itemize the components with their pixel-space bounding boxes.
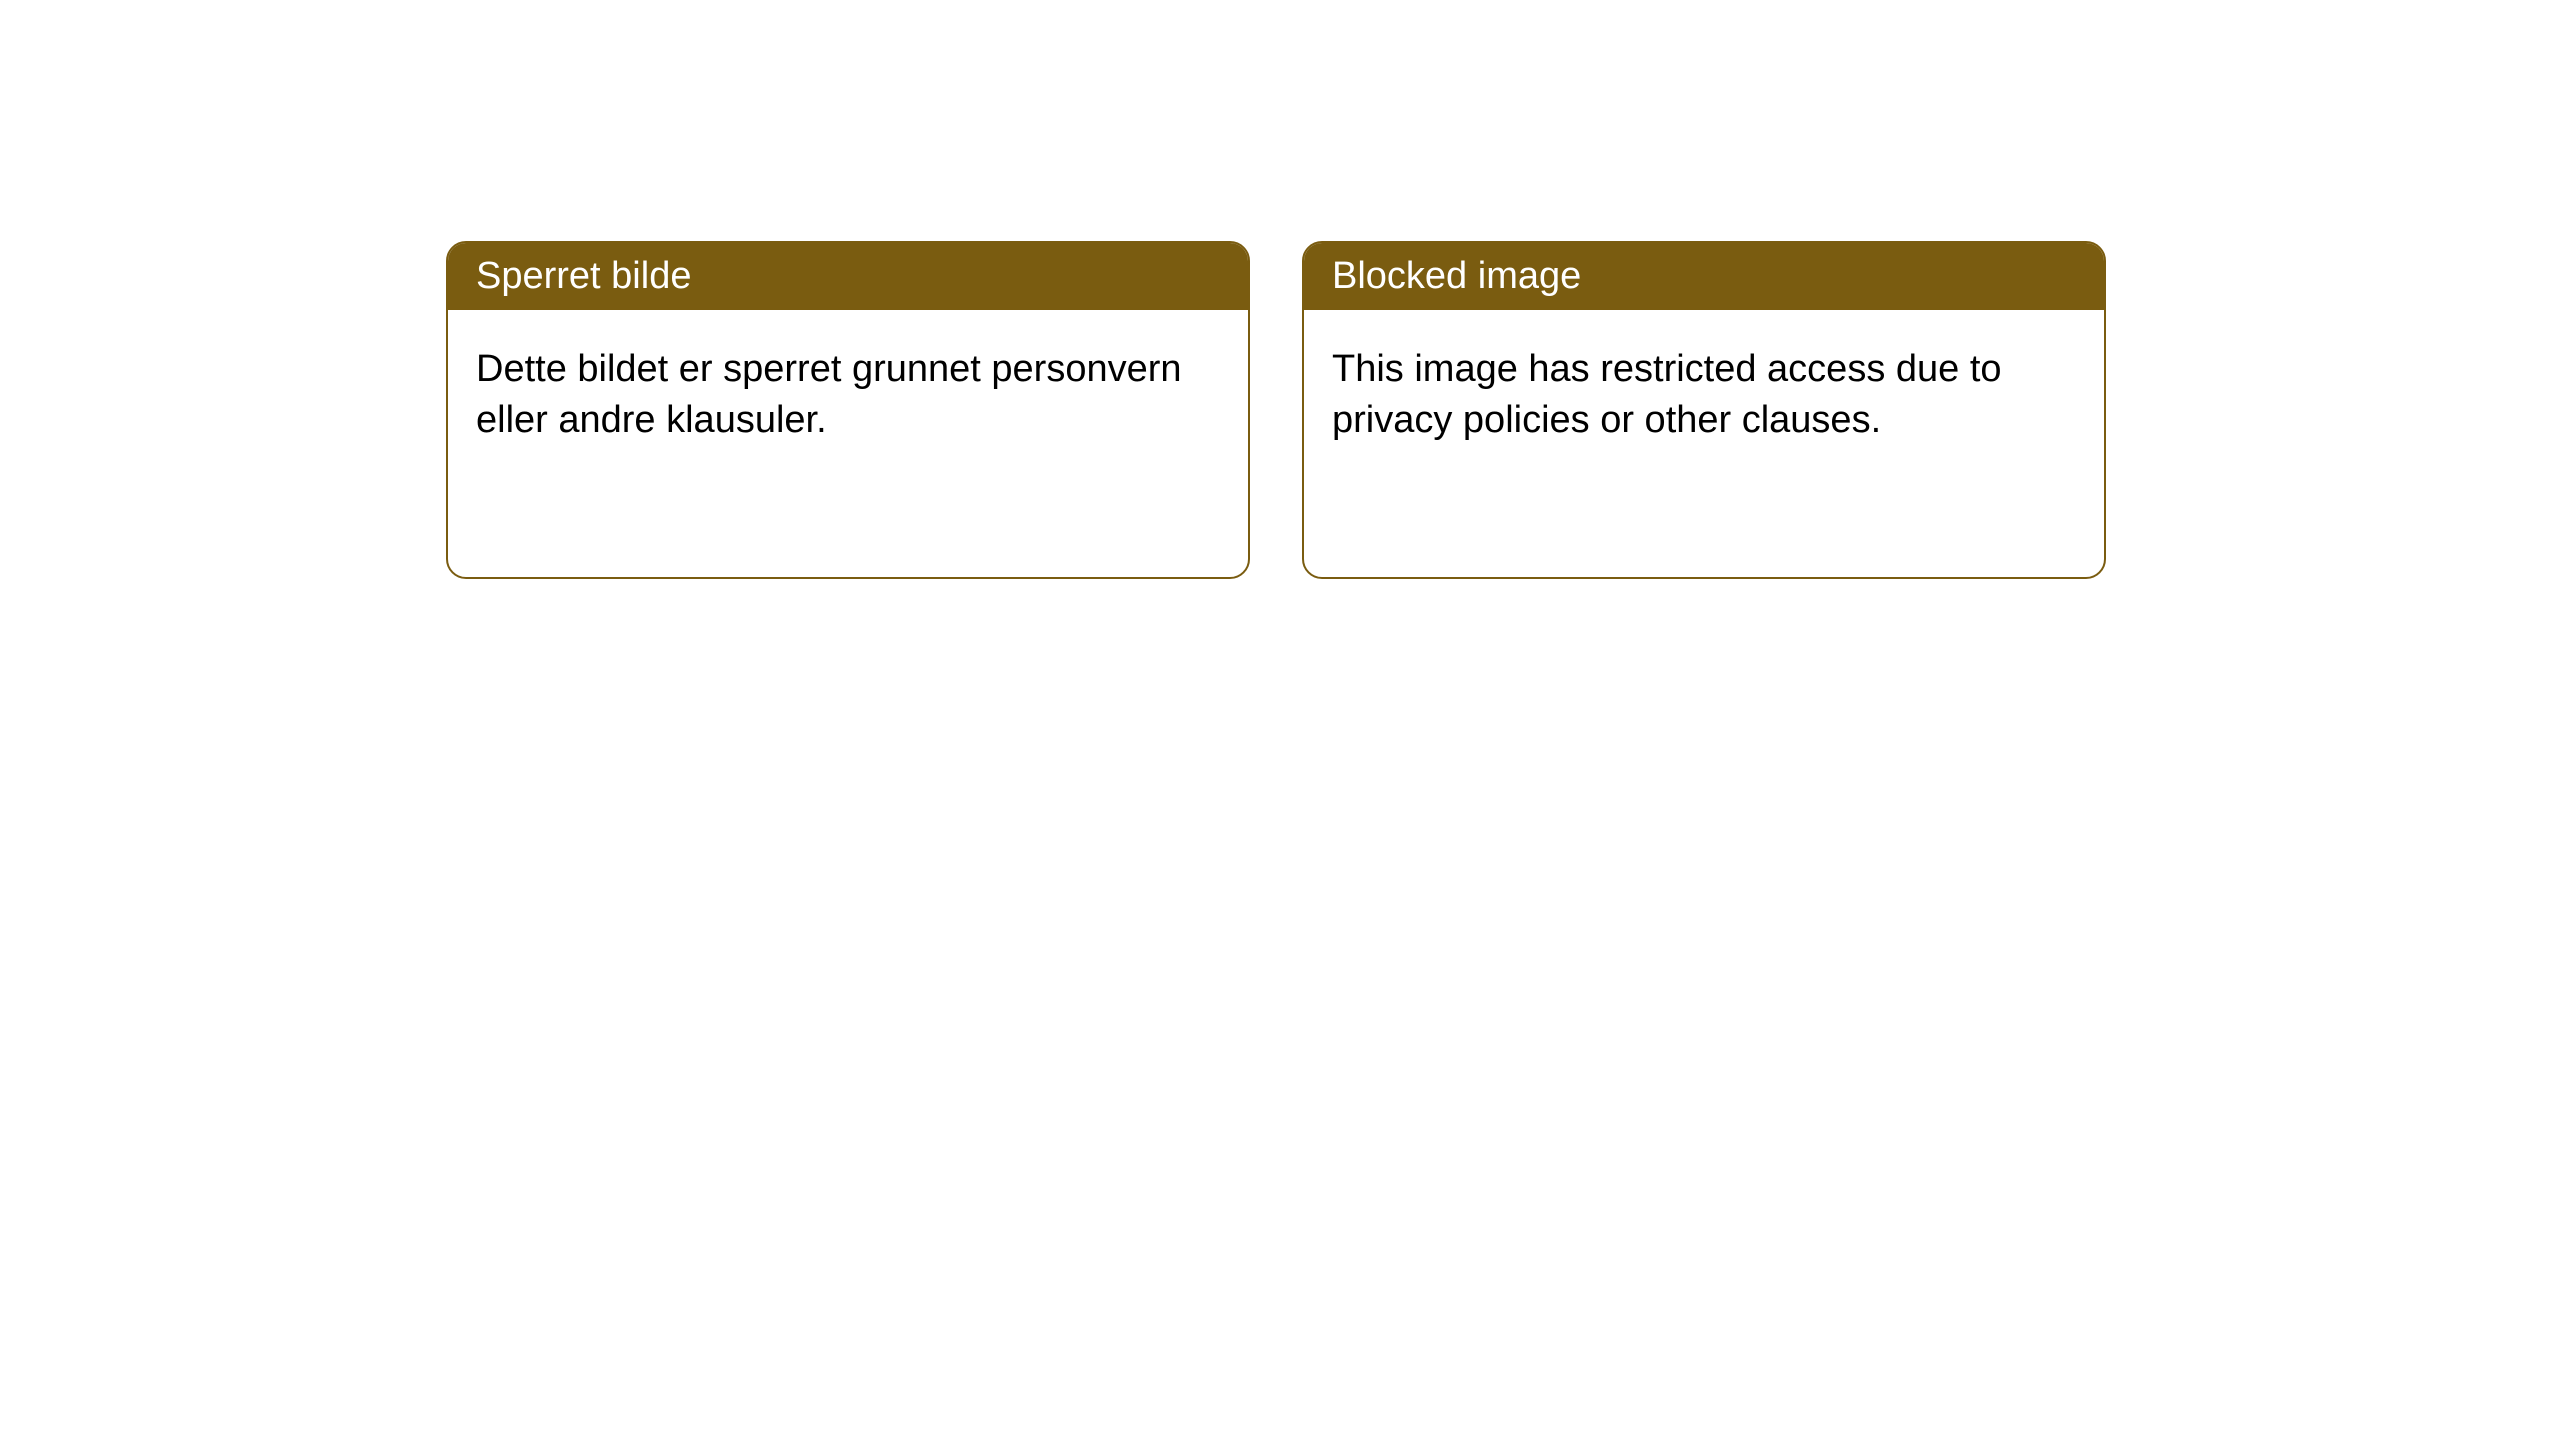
notice-card-body: Dette bildet er sperret grunnet personve… [448,310,1248,481]
notice-card-body-text: Dette bildet er sperret grunnet personve… [476,348,1182,441]
notice-card-english: Blocked image This image has restricted … [1302,241,2106,579]
notice-card-title: Sperret bilde [476,255,691,297]
notice-card-title: Blocked image [1332,255,1581,297]
notice-card-body: This image has restricted access due to … [1304,310,2104,481]
notice-card-body-text: This image has restricted access due to … [1332,348,2002,441]
notice-card-header: Blocked image [1304,243,2104,310]
notice-container: Sperret bilde Dette bildet er sperret gr… [0,0,2560,579]
notice-card-header: Sperret bilde [448,243,1248,310]
notice-card-norwegian: Sperret bilde Dette bildet er sperret gr… [446,241,1250,579]
